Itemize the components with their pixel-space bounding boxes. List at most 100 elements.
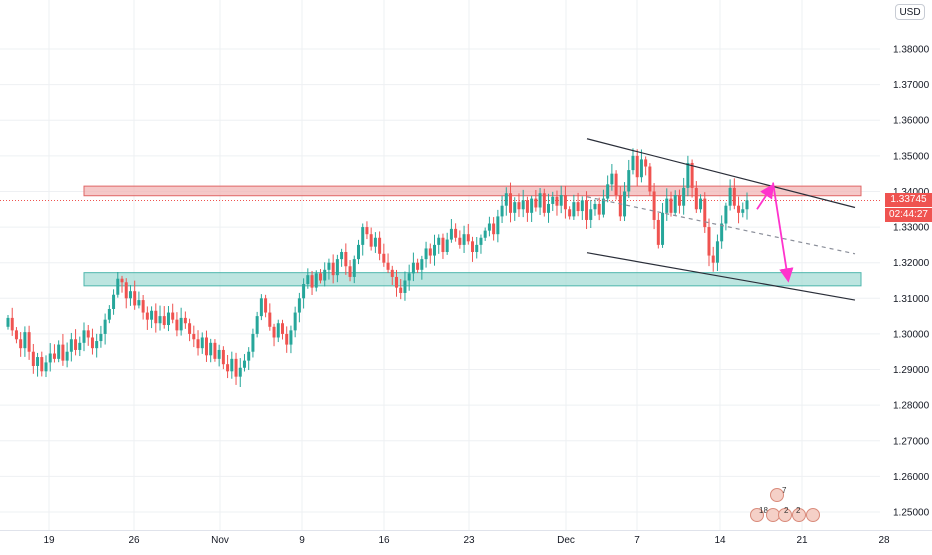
candle[interactable]: [247, 347, 251, 371]
candle[interactable]: [437, 234, 441, 254]
candle[interactable]: [445, 232, 449, 255]
candle[interactable]: [171, 303, 175, 324]
candle[interactable]: [741, 202, 745, 218]
candle[interactable]: [183, 311, 187, 329]
candle[interactable]: [576, 192, 580, 217]
candle[interactable]: [593, 199, 597, 216]
candle[interactable]: [449, 219, 453, 243]
candle[interactable]: [525, 196, 529, 222]
economic-events[interactable]: 7 18 2 2: [748, 486, 828, 530]
candle[interactable]: [356, 239, 360, 265]
candle[interactable]: [124, 278, 128, 309]
candle[interactable]: [669, 191, 673, 217]
candle[interactable]: [36, 352, 40, 377]
candle[interactable]: [297, 292, 301, 323]
candle[interactable]: [610, 164, 614, 191]
candle[interactable]: [289, 325, 293, 354]
candle[interactable]: [500, 195, 504, 223]
candle[interactable]: [623, 182, 627, 222]
candle[interactable]: [530, 195, 534, 222]
candle[interactable]: [44, 355, 48, 378]
candle[interactable]: [52, 344, 56, 363]
candle[interactable]: [365, 221, 369, 240]
candle[interactable]: [479, 234, 483, 254]
candle[interactable]: [69, 332, 73, 362]
candle[interactable]: [65, 342, 69, 368]
candle[interactable]: [137, 291, 141, 309]
candle[interactable]: [264, 294, 268, 318]
candle[interactable]: [534, 190, 538, 212]
candle[interactable]: [314, 270, 318, 292]
candle[interactable]: [335, 254, 339, 283]
candle[interactable]: [728, 179, 732, 211]
candle[interactable]: [166, 306, 170, 332]
candle[interactable]: [411, 252, 415, 282]
candle[interactable]: [90, 328, 94, 355]
candle[interactable]: [677, 189, 681, 214]
candle[interactable]: [57, 340, 61, 363]
candle[interactable]: [95, 333, 99, 358]
event-flag-icon[interactable]: [770, 488, 784, 502]
candle[interactable]: [10, 307, 14, 336]
candle[interactable]: [251, 328, 255, 358]
candle[interactable]: [466, 223, 470, 245]
candle[interactable]: [318, 269, 322, 284]
candle[interactable]: [572, 194, 576, 220]
candle[interactable]: [433, 234, 437, 266]
candle[interactable]: [504, 187, 508, 216]
candle[interactable]: [242, 354, 246, 372]
candle[interactable]: [416, 258, 420, 273]
candles-layer[interactable]: [6, 148, 749, 388]
candle[interactable]: [606, 175, 610, 203]
candle[interactable]: [293, 306, 297, 338]
candle[interactable]: [61, 333, 65, 366]
candle[interactable]: [699, 194, 703, 213]
candle[interactable]: [230, 351, 234, 379]
candle[interactable]: [724, 202, 728, 231]
candle[interactable]: [141, 295, 145, 320]
candle[interactable]: [686, 155, 690, 197]
candle[interactable]: [361, 223, 365, 256]
candle[interactable]: [373, 232, 377, 253]
candle[interactable]: [340, 248, 344, 267]
candle[interactable]: [711, 246, 715, 272]
candle[interactable]: [302, 278, 306, 309]
candle[interactable]: [14, 327, 18, 344]
candle[interactable]: [323, 262, 327, 287]
candle[interactable]: [631, 148, 635, 175]
candle[interactable]: [639, 149, 643, 183]
event-flag-icon[interactable]: [792, 508, 806, 522]
candle[interactable]: [635, 149, 639, 187]
candle[interactable]: [82, 322, 86, 352]
event-flag-icon[interactable]: [806, 508, 820, 522]
candle[interactable]: [521, 189, 525, 218]
candle[interactable]: [395, 269, 399, 297]
candle[interactable]: [538, 187, 542, 215]
candle[interactable]: [31, 343, 35, 374]
candle[interactable]: [378, 231, 382, 261]
candle[interactable]: [128, 285, 132, 306]
candle[interactable]: [644, 156, 648, 176]
candle[interactable]: [306, 268, 310, 289]
channel-middle-line[interactable]: [586, 196, 856, 255]
candle[interactable]: [175, 312, 179, 337]
candle[interactable]: [209, 338, 213, 363]
candle[interactable]: [745, 192, 749, 220]
candle[interactable]: [715, 234, 719, 271]
candle[interactable]: [19, 332, 23, 357]
candle[interactable]: [568, 206, 572, 220]
candle[interactable]: [555, 190, 559, 216]
candle[interactable]: [74, 329, 78, 356]
candle[interactable]: [331, 254, 335, 284]
candle[interactable]: [614, 170, 618, 200]
candle[interactable]: [720, 215, 724, 249]
candle[interactable]: [204, 330, 208, 362]
candle[interactable]: [585, 191, 589, 230]
candle[interactable]: [327, 258, 331, 280]
candle[interactable]: [179, 307, 183, 336]
candle[interactable]: [285, 326, 289, 353]
candle[interactable]: [200, 332, 204, 354]
candle[interactable]: [352, 255, 356, 284]
candle[interactable]: [120, 275, 124, 293]
candle[interactable]: [369, 227, 373, 251]
